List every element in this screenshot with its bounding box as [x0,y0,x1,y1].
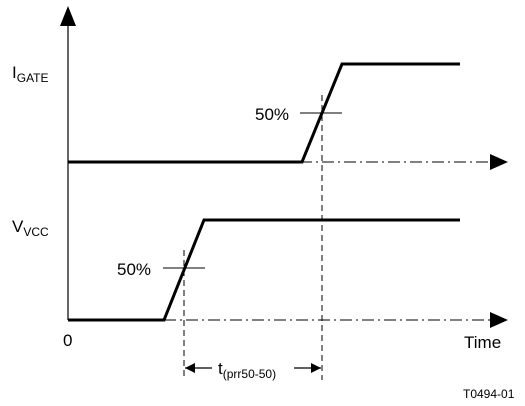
gate-50-label: 50% [255,105,289,124]
time-axis-arrowhead [490,312,508,328]
y-axis-arrowhead [60,6,76,26]
vcc-signal-label: VVCC [12,217,49,239]
interval-label: t(prr50-50) [218,359,276,381]
vcc-50-label: 50% [117,260,151,279]
time-axis-label: Time [464,333,501,352]
figure-id: T0494-01 [463,387,515,401]
gate-baseline-arrowhead [490,154,508,170]
gate-signal-label: IGATE [12,63,49,85]
origin-label: 0 [63,331,72,350]
